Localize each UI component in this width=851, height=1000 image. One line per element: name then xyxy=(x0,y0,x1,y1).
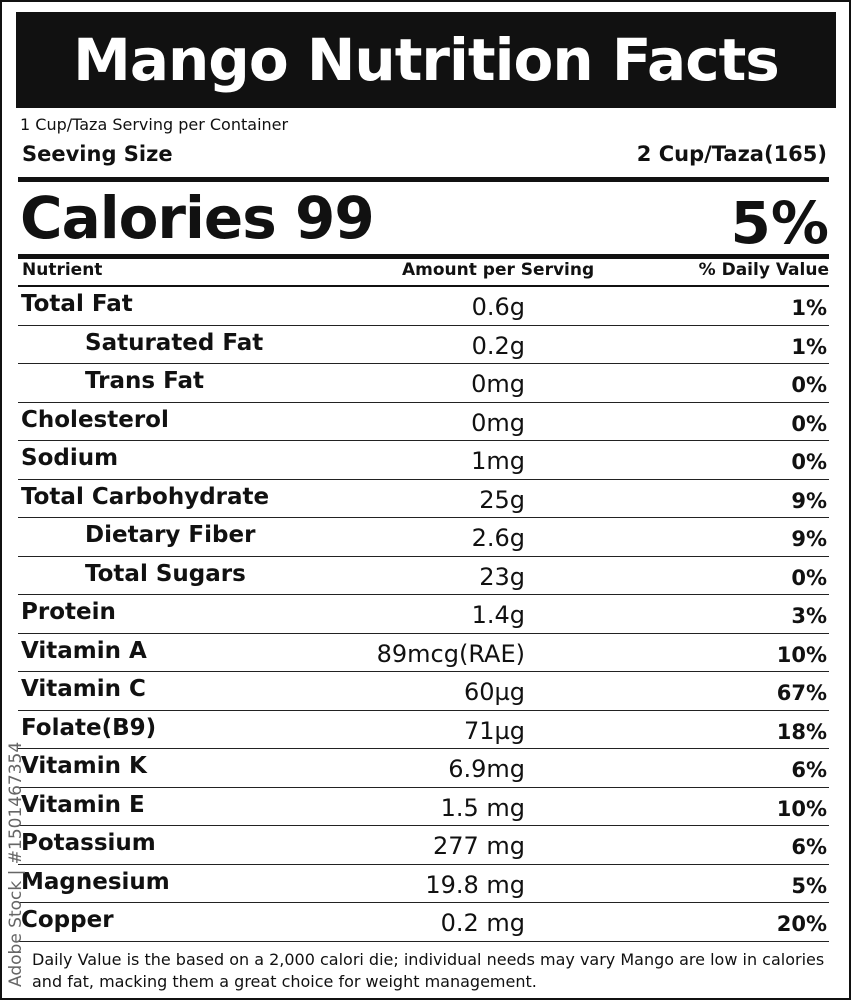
nutrient-amount: 1.5 mg xyxy=(440,793,525,822)
column-nutrient: Nutrient xyxy=(22,260,103,280)
nutrient-table: Total Fat 0.6g 1% Saturated Fat 0.2g 1% Trans … xyxy=(18,287,829,942)
nutrient-row: Dietary Fiber 2.6g 9% xyxy=(18,518,829,557)
nutrient-row: Total Sugars 23g 0% xyxy=(18,557,829,595)
nutrient-name: Magnesium xyxy=(21,868,170,895)
divider-thick xyxy=(18,177,829,182)
nutrient-row: Total Carbohydrate 25g 9% xyxy=(18,480,829,518)
nutrient-amount: 23g xyxy=(479,562,525,591)
nutrient-row: Folate(B9) 71µg 18% xyxy=(18,711,829,749)
nutrient-name: Copper xyxy=(21,907,114,933)
nutrient-daily-value: 6% xyxy=(791,758,827,782)
nutrient-amount: 71µg xyxy=(463,716,525,745)
footnote: Daily Value is the based on a 2,000 calo… xyxy=(32,950,825,991)
nutrient-name: Vitamin E xyxy=(21,791,145,818)
nutrient-amount: 0.6g xyxy=(471,293,525,321)
nutrient-amount: 2.6g xyxy=(471,524,525,552)
nutrient-amount: 89mcg(RAE) xyxy=(376,639,525,668)
title-bar: Mango Nutrition Facts xyxy=(16,12,836,108)
nutrient-name: Dietary Fiber xyxy=(85,522,256,548)
nutrient-name: Folate(B9) xyxy=(21,714,157,741)
nutrient-daily-value: 0% xyxy=(791,411,827,436)
nutrient-name: Total Sugars xyxy=(85,560,246,587)
nutrient-row: Protein 1.4g 3% xyxy=(18,595,829,634)
nutrient-name: Vitamin C xyxy=(21,676,146,702)
nutrient-daily-value: 20% xyxy=(776,912,827,936)
nutrient-daily-value: 9% xyxy=(791,527,827,551)
nutrient-daily-value: 18% xyxy=(776,719,827,744)
nutrient-daily-value: 0% xyxy=(791,450,827,474)
nutrient-daily-value: 67% xyxy=(776,681,827,705)
side-credit-text: Adobe Stock | #1501467354 xyxy=(6,741,26,987)
servings-per-container: 1 Cup/Taza Serving per Container xyxy=(20,115,289,134)
nutrient-row: Cholesterol 0mg 0% xyxy=(18,403,829,441)
divider-thin xyxy=(18,285,829,287)
nutrient-daily-value: 6% xyxy=(791,835,827,859)
nutrient-row: Potassium 277 mg 6% xyxy=(18,826,829,865)
nutrient-name: Vitamin A xyxy=(21,637,147,664)
nutrient-daily-value: 10% xyxy=(776,642,827,667)
nutrient-amount: 60µg xyxy=(463,678,525,706)
nutrient-daily-value: 1% xyxy=(791,334,827,359)
nutrient-amount: 277 mg xyxy=(432,832,525,860)
column-header-row: Nutrient Amount per Serving % Daily Valu… xyxy=(20,258,829,286)
nutrient-amount: 1mg xyxy=(471,447,525,475)
column-amount: Amount per Serving xyxy=(402,260,595,280)
nutrient-name: Potassium xyxy=(21,830,156,856)
nutrient-amount: 25g xyxy=(479,485,525,514)
nutrient-daily-value: 9% xyxy=(791,488,827,513)
serving-size-label: Seeving Size xyxy=(22,142,173,166)
nutrient-amount: 6.9mg xyxy=(448,755,525,783)
nutrient-row: Sodium 1mg 0% xyxy=(18,441,829,480)
serving-size-value: 2 Cup/Taza(165) xyxy=(636,142,827,166)
nutrient-row: Vitamin A 89mcg(RAE) 10% xyxy=(18,634,829,672)
nutrient-row: Vitamin K 6.9mg 6% xyxy=(18,749,829,788)
nutrient-daily-value: 5% xyxy=(791,873,827,898)
nutrient-amount: 1.4g xyxy=(471,601,525,629)
nutrient-daily-value: 0% xyxy=(791,565,827,590)
nutrient-name: Saturated Fat xyxy=(85,329,264,356)
nutrient-daily-value: 10% xyxy=(776,796,827,821)
nutrient-name: Trans Fat xyxy=(85,368,204,394)
nutrient-row: Vitamin C 60µg 67% xyxy=(18,672,829,711)
nutrient-daily-value: 3% xyxy=(791,604,827,628)
column-daily-value: % Daily Value xyxy=(698,260,829,280)
divider-thick xyxy=(18,254,829,259)
nutrient-row: Magnesium 19.8 mg 5% xyxy=(18,865,829,903)
nutrient-name: Total Fat xyxy=(21,291,133,317)
nutrient-amount: 19.8 mg xyxy=(425,870,525,899)
nutrient-row: Saturated Fat 0.2g 1% xyxy=(18,326,829,364)
nutrient-row: Vitamin E 1.5 mg 10% xyxy=(18,788,829,826)
nutrient-name: Total Carbohydrate xyxy=(21,483,270,510)
nutrient-row: Total Fat 0.6g 1% xyxy=(18,287,829,326)
calories-percent: 5% xyxy=(730,189,829,257)
nutrient-amount: 0mg xyxy=(471,370,525,398)
nutrient-daily-value: 1% xyxy=(791,296,827,320)
nutrient-name: Protein xyxy=(21,599,116,625)
nutrient-name: Cholesterol xyxy=(21,406,169,433)
calories-label: Calories 99 xyxy=(20,184,375,252)
nutrient-amount: 0mg xyxy=(471,408,525,437)
label-title: Mango Nutrition Facts xyxy=(73,26,780,94)
nutrient-name: Vitamin K xyxy=(21,753,147,779)
nutrient-row: Trans Fat 0mg 0% xyxy=(18,364,829,403)
serving-size-row: Seeving Size 2 Cup/Taza(165) xyxy=(22,142,827,166)
nutrient-amount: 0.2 mg xyxy=(440,909,525,937)
nutrient-amount: 0.2g xyxy=(471,331,525,360)
nutrient-name: Sodium xyxy=(21,445,119,471)
nutrient-daily-value: 0% xyxy=(791,373,827,397)
nutrient-row: Copper 0.2 mg 20% xyxy=(18,903,829,942)
